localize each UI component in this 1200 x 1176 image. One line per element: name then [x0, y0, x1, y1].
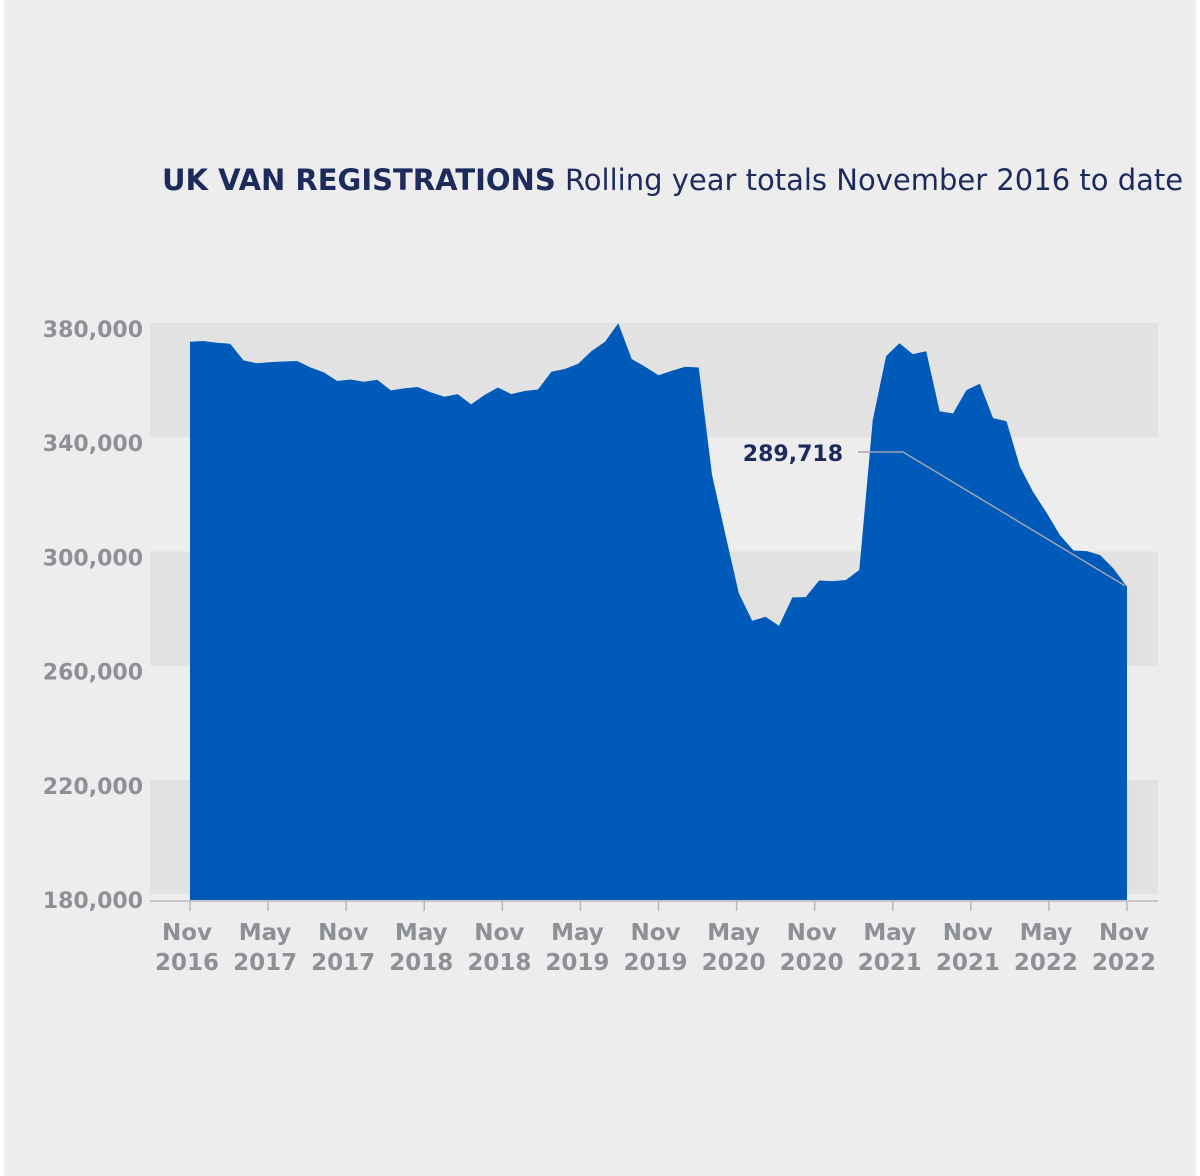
x-tick-label-month: May [551, 920, 604, 946]
x-tick-label-year: 2018 [467, 950, 531, 976]
x-tick-label-year: 2017 [311, 950, 375, 976]
x-tick-label-month: May [395, 920, 448, 946]
x-tick-label-month: Nov [1099, 920, 1149, 946]
y-axis: 380,000 340,000 300,000 260,000 220,000 180,0… [43, 318, 143, 914]
area-fill [190, 323, 1127, 900]
chart-title-subtitle: Rolling year totals November 2016 to dat… [564, 163, 1184, 197]
x-tick-label-month: May [707, 920, 760, 946]
x-tick-label-month: Nov [630, 920, 680, 946]
x-tick-label-year: 2021 [858, 950, 922, 976]
annotation-leader-line [858, 451, 1126, 587]
x-tick-label-month: Nov [787, 920, 837, 946]
x-tick-label-month: Nov [318, 920, 368, 946]
x-tick-label-month: May [1020, 920, 1073, 946]
y-tick-label: 300,000 [43, 546, 143, 571]
x-axis: Nov 2016 May 2017 Nov 2017 May 2018 Nov 2018 May 20… [150, 900, 1158, 976]
chart-title-bold: UK VAN REGISTRATIONS [162, 163, 556, 197]
x-tick-label-month: May [863, 920, 916, 946]
x-tick-label-month: May [239, 920, 292, 946]
annotation: 289,718 [743, 442, 1126, 587]
x-tick-label-month: Nov [474, 920, 524, 946]
y-tick-label: 260,000 [43, 661, 143, 686]
x-tick-label-year: 2022 [1014, 950, 1078, 976]
x-tick-label-year: 2018 [389, 950, 453, 976]
x-tick-label-year: 2016 [155, 950, 219, 976]
area-series [190, 323, 1127, 900]
y-tick-label: 180,000 [43, 889, 143, 914]
y-tick-label: 340,000 [43, 432, 143, 457]
annotation-label: 289,718 [743, 442, 843, 467]
x-tick-label-year: 2019 [623, 950, 687, 976]
x-tick-label-month: Nov [162, 920, 212, 946]
x-tick-label-year: 2019 [545, 950, 609, 976]
x-tick-label-year: 2020 [702, 950, 766, 976]
y-tick-label: 380,000 [43, 318, 143, 343]
x-tick-label-month: Nov [943, 920, 993, 946]
chart-title: UK VAN REGISTRATIONS Rolling year totals… [162, 163, 1183, 197]
x-tick-label-year: 2017 [233, 950, 297, 976]
x-tick-label-year: 2021 [936, 950, 1000, 976]
x-tick-label-year: 2022 [1092, 950, 1156, 976]
x-tick-label-year: 2020 [780, 950, 844, 976]
y-tick-label: 220,000 [43, 775, 143, 800]
